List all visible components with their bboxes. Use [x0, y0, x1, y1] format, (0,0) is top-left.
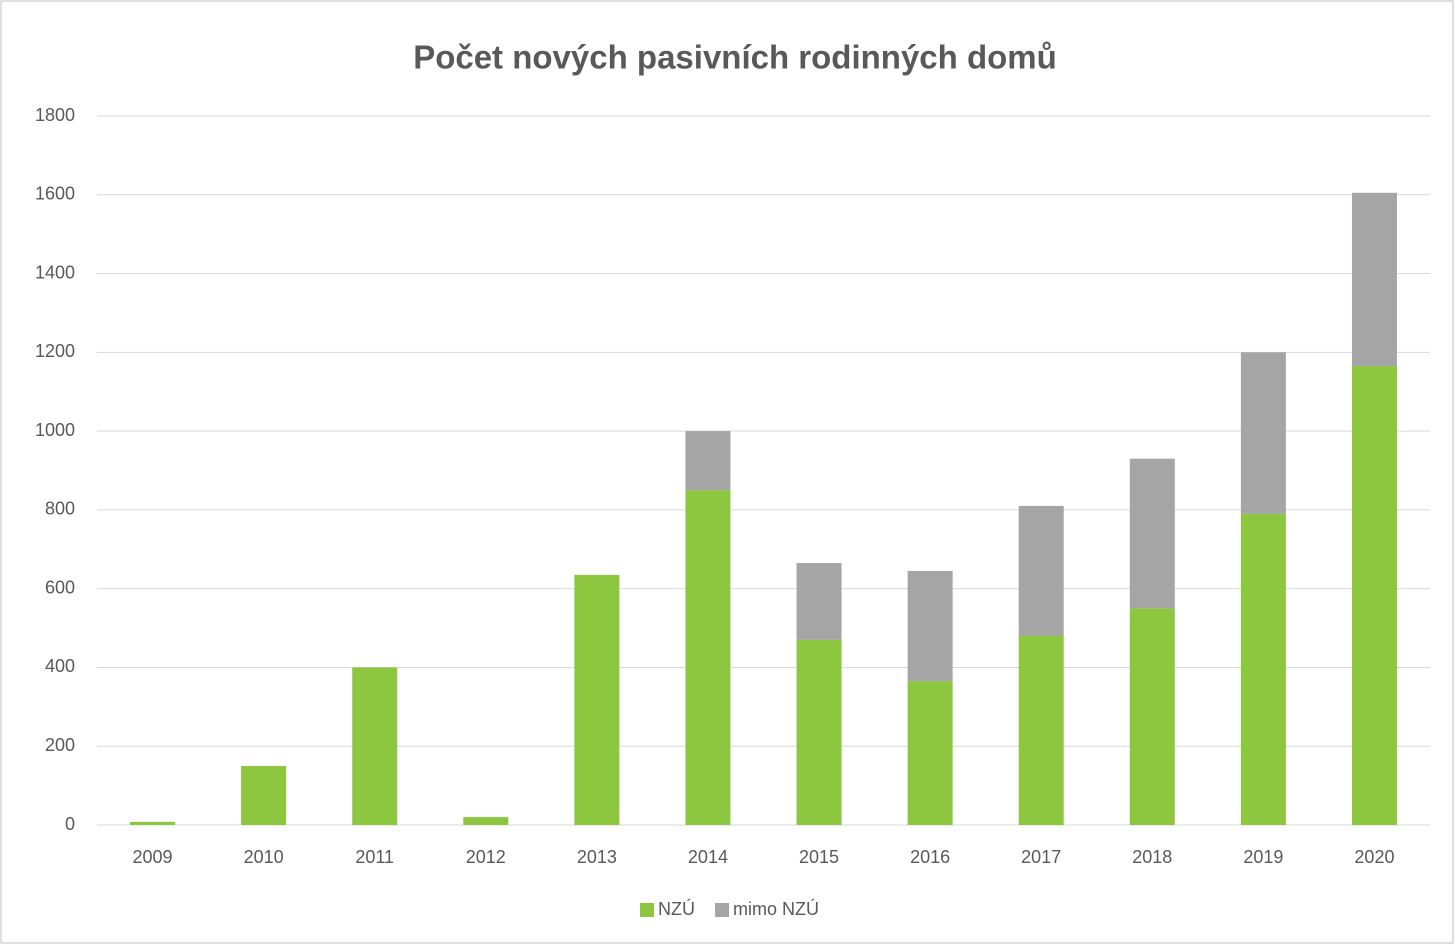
y-tick-label: 400 [45, 656, 75, 676]
y-tick-label: 200 [45, 735, 75, 755]
x-tick-label: 2012 [466, 847, 506, 867]
y-tick-label: 1400 [35, 262, 75, 282]
bar-segment [241, 765, 287, 825]
x-tick-label: 2019 [1243, 847, 1283, 867]
x-tick-label: 2009 [133, 847, 173, 867]
x-tick-label: 2014 [688, 847, 728, 867]
bar-segment [130, 821, 176, 825]
x-tick-label: 2015 [799, 847, 839, 867]
bar-segment [685, 490, 731, 825]
y-tick-label: 0 [65, 814, 75, 834]
bar-segment [796, 563, 842, 640]
bar-segment [1129, 608, 1175, 825]
bar-segment [907, 681, 953, 825]
bar-segment [685, 431, 731, 491]
bar-segment [352, 667, 398, 825]
y-tick-label: 600 [45, 577, 75, 597]
x-tick-label: 2020 [1354, 847, 1394, 867]
bar-segment [1018, 635, 1064, 825]
legend-label: NZÚ [658, 898, 695, 919]
bar-segment [796, 639, 842, 825]
bar-segment [463, 817, 509, 825]
legend-swatch [640, 903, 654, 917]
bar-segment [574, 574, 620, 825]
bar-segment [1240, 513, 1286, 825]
bar-segment [907, 570, 953, 682]
y-tick-label: 1200 [35, 341, 75, 361]
y-tick-label: 1600 [35, 184, 75, 204]
chart-title: Počet nových pasivních rodinných domů [413, 39, 1057, 76]
x-tick-label: 2011 [355, 847, 394, 867]
bar-segment [1351, 366, 1397, 825]
y-tick-label: 1800 [35, 105, 75, 125]
x-tick-label: 2010 [244, 847, 284, 867]
legend-label: mimo NZÚ [733, 898, 819, 919]
legend-swatch [715, 903, 729, 917]
x-tick-label: 2016 [910, 847, 950, 867]
y-tick-label: 1000 [35, 420, 75, 440]
x-tick-label: 2013 [577, 847, 617, 867]
bar-segment [1018, 505, 1064, 636]
y-tick-label: 800 [45, 499, 75, 519]
x-tick-label: 2018 [1132, 847, 1172, 867]
bar-segment [1351, 192, 1397, 367]
x-tick-label: 2017 [1021, 847, 1061, 867]
bar-segment [1129, 458, 1175, 609]
bar-segment [1240, 352, 1286, 514]
